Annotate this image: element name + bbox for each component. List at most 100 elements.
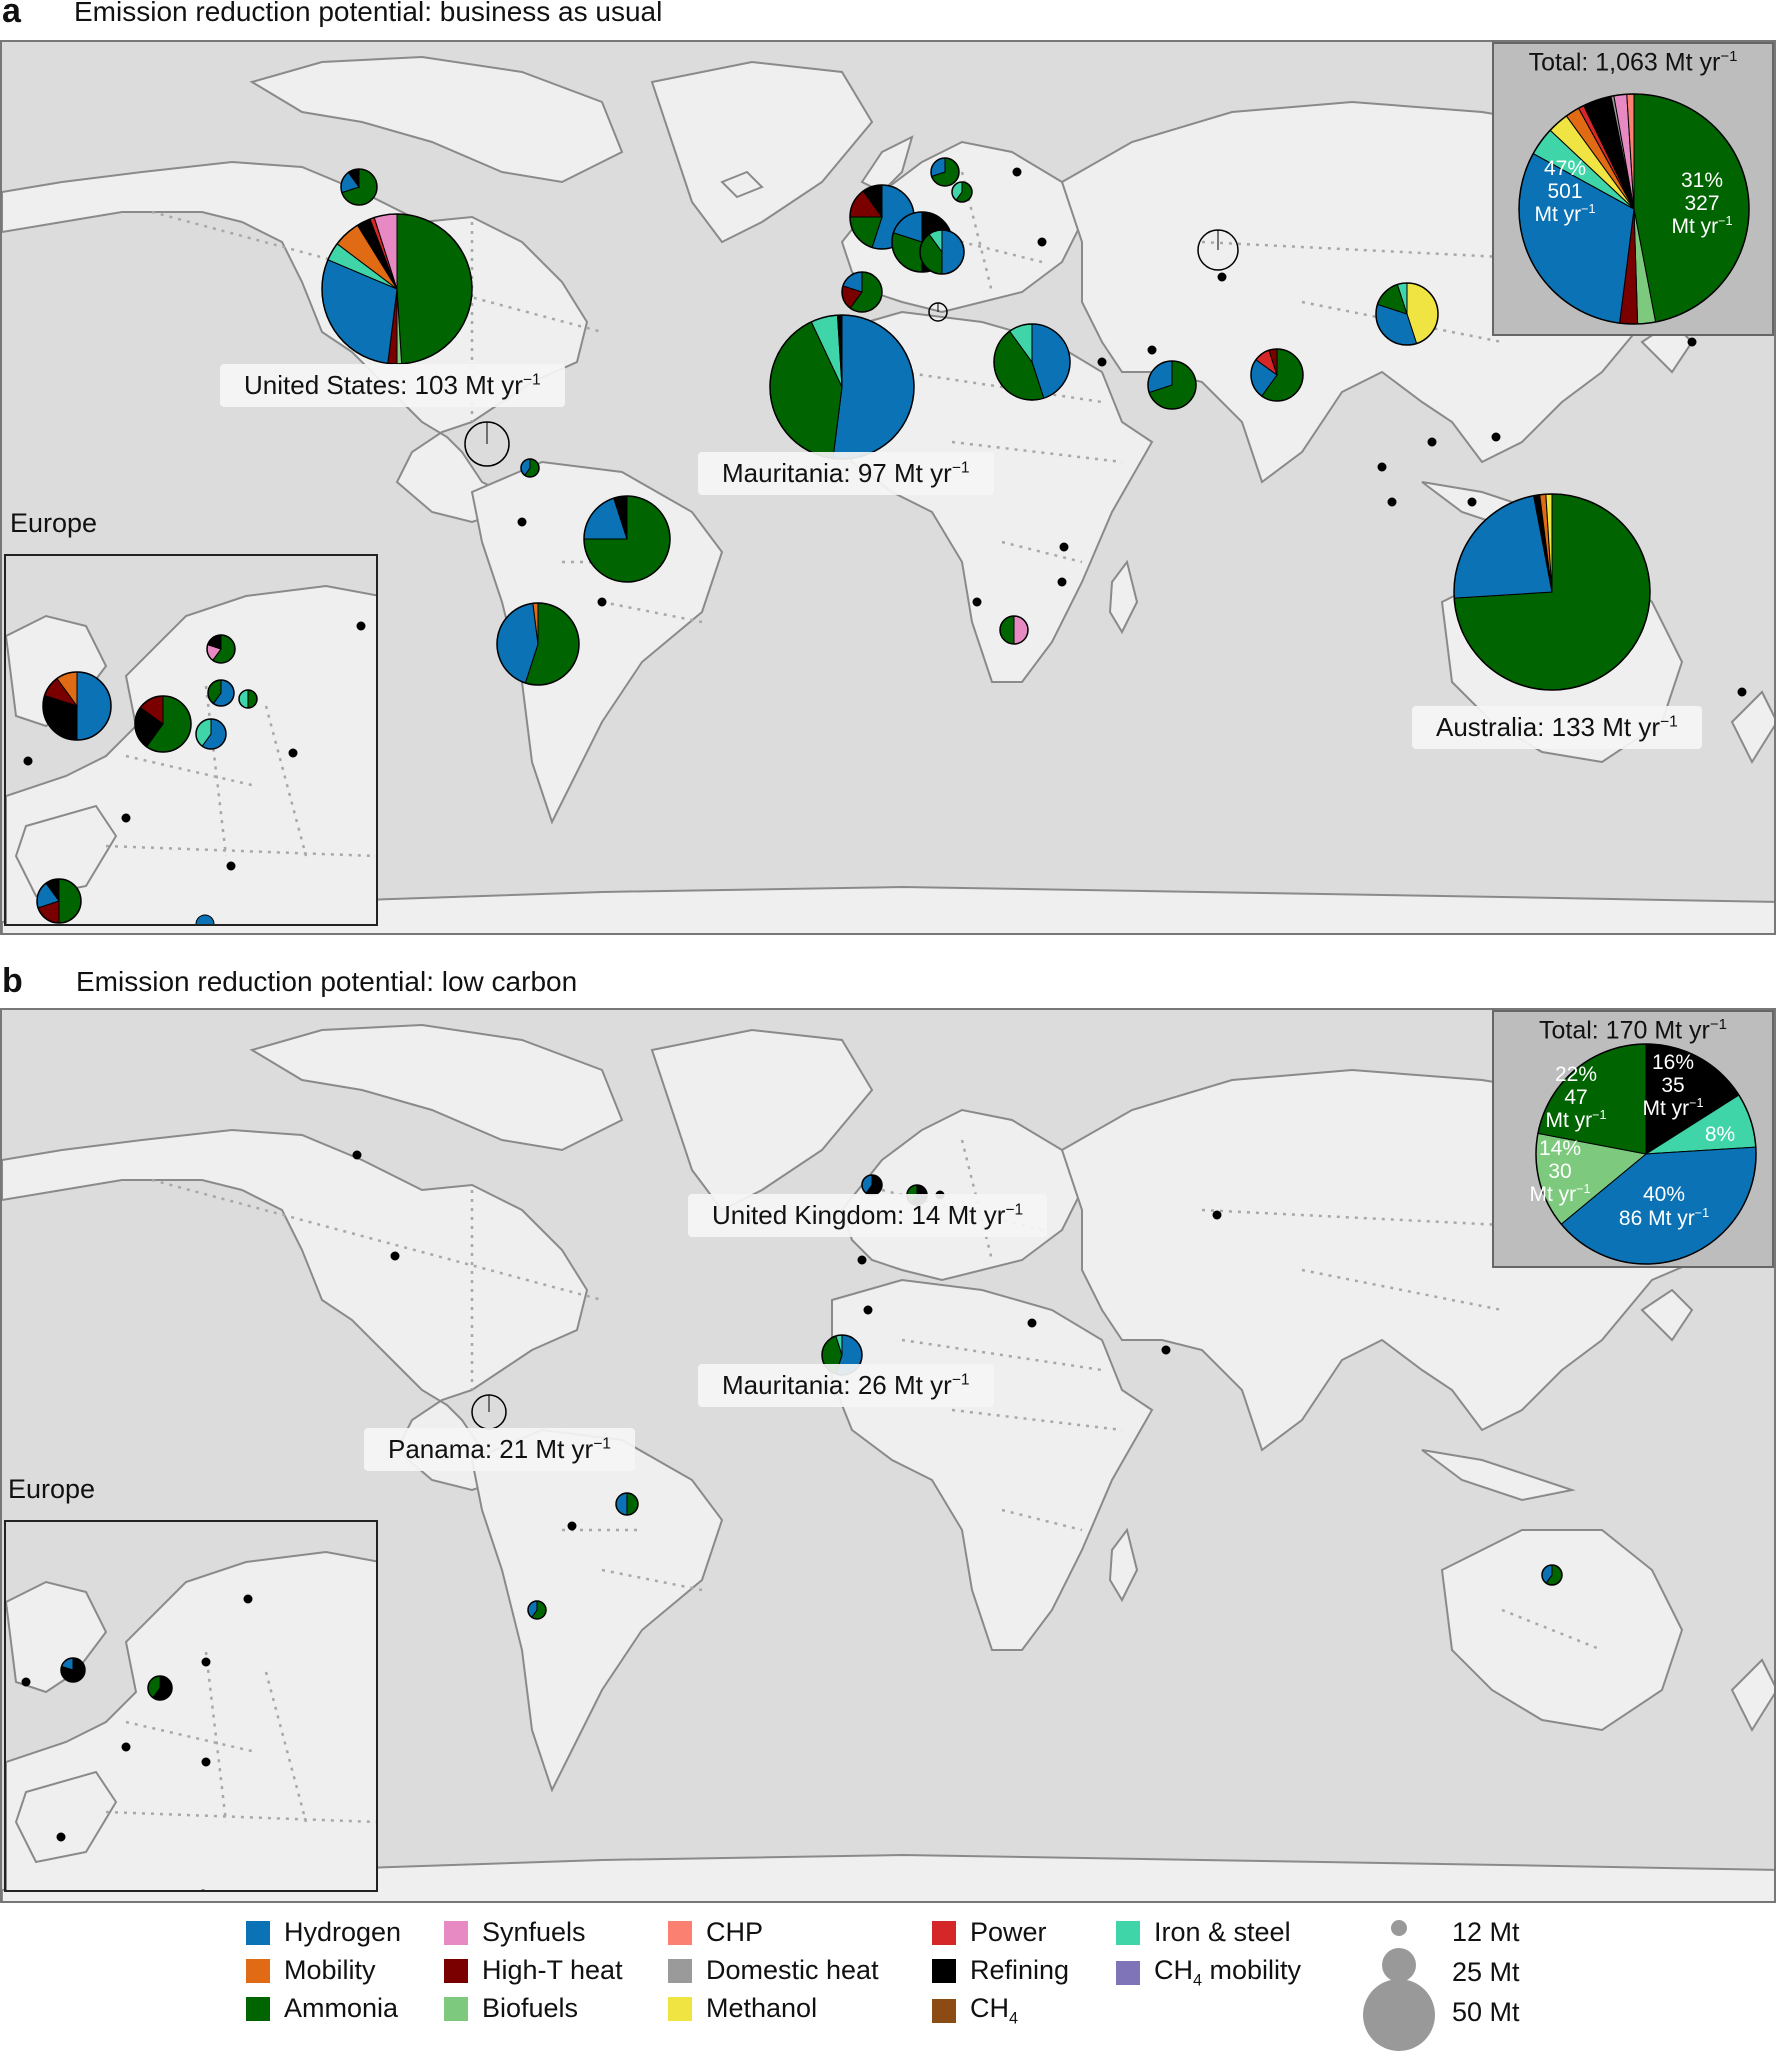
legend-swatch [932, 1998, 956, 2023]
pie-a-4-outline [930, 157, 960, 187]
inset-a-dot-1 [121, 813, 131, 823]
legend-label: High-T heat [482, 1955, 623, 1985]
total-a-ammonia-label: 47% 501 Mt yr−1 [1534, 157, 1596, 227]
legend-size-label-12: 12 Mt [1452, 1917, 1520, 1947]
inset-b-dot-5 [56, 1832, 66, 1842]
dot-a-13 [1059, 542, 1069, 552]
legend-label: CH4 [970, 1993, 1019, 2028]
legend-label: Methanol [706, 1993, 818, 2023]
pie-a-0-outline [340, 168, 378, 206]
total-title-a: Total: 1,063 Mt yr−1 [1528, 48, 1738, 77]
dot-a-4 [1147, 345, 1157, 355]
total-b-hydrogen-label: 40% 86 Mt yr−1 [1618, 1183, 1710, 1230]
legend-label: Power [970, 1917, 1047, 1947]
legend-swatch [246, 1958, 270, 1983]
legend-item-hydrogen: Hydrogen [246, 1917, 401, 1948]
legend-size-label-50: 50 Mt [1452, 1997, 1520, 2027]
pie-a-16-outline [496, 602, 580, 686]
inset-a-pl-outline [195, 718, 227, 750]
legend-label: Hydrogen [284, 1917, 402, 1947]
legend-label: Synfuels [482, 1917, 586, 1947]
pie-a-8-outline [993, 323, 1071, 401]
europe-inset-map-a [6, 584, 376, 924]
legend-swatch [932, 1958, 956, 1983]
pie-a-17-outline [999, 615, 1029, 645]
legend-swatch [246, 1996, 270, 2021]
legend-label: Iron & steel [1154, 1917, 1291, 1947]
total-pie-b-outline [1535, 1043, 1757, 1265]
pie-b-chile-outline [527, 1600, 547, 1620]
inset-a-nl-outline [134, 695, 192, 753]
dot-a-1 [1037, 237, 1047, 247]
total-pie-a [1518, 93, 1750, 325]
legend-item-power: Power [932, 1917, 1047, 1948]
legend-size-circle-50 [1363, 1979, 1435, 2051]
europe-inset-a [4, 554, 378, 926]
inset-a-dot-2 [226, 861, 236, 871]
dot-b-0 [352, 1150, 362, 1160]
dot-a-0 [1012, 167, 1022, 177]
dot-b-4 [1161, 1345, 1171, 1355]
legend-swatch [1116, 1960, 1140, 1985]
legend-swatch [1116, 1920, 1140, 1945]
pie-a-12-outline [1375, 282, 1439, 346]
legend-item-domestic-heat: Domestic heat [668, 1955, 879, 1986]
legend-item-refining: Refining [932, 1955, 1069, 1986]
callout-united-kingdom: United Kingdom: 14 Mt yr−1 [688, 1194, 1048, 1237]
pie-a-13-outline [464, 421, 510, 467]
legend: Hydrogen Mobility Ammonia Synfuels High-T he… [0, 1905, 1776, 2065]
total-title-b: Total: 170 Mt yr−1 [1538, 1016, 1727, 1045]
dot-a-10 [517, 517, 527, 527]
legend-item-ch4-mobility: CH4 mobility [1116, 1955, 1301, 1990]
inset-b-dot-6 [200, 1889, 206, 1890]
panel-b-title: Emission reduction potential: low carbon [76, 966, 578, 997]
legend-swatch [932, 1920, 956, 1945]
legend-swatch [444, 1996, 468, 2021]
dot-a-14 [972, 597, 982, 607]
pie-a-10-outline [1250, 348, 1304, 402]
inset-a-uk-slice-hydrogen [76, 671, 112, 741]
inset-a-dot-3 [356, 621, 366, 631]
dot-a-2 [1097, 357, 1107, 367]
panel-a-letter: a [2, 0, 21, 30]
inset-a-no-outline [206, 634, 236, 664]
legend-label: Biofuels [482, 1993, 579, 2023]
inset-b-dot-4 [121, 1742, 131, 1752]
legend-item-ammonia: Ammonia [246, 1993, 398, 2024]
pie-a-3-outline [919, 229, 965, 275]
callout-united-states: United States: 103 Mt yr−1 [220, 364, 565, 407]
dot-b-3 [1212, 1210, 1222, 1220]
legend-label: Ammonia [284, 1993, 399, 2023]
pie-b-australia-outline [1541, 1564, 1563, 1586]
callout-mauritania-b: Mauritania: 26 Mt yr−1 [698, 1364, 994, 1407]
inset-a-uk-outline [42, 671, 112, 741]
inset-b-dot-2 [21, 1677, 31, 1687]
inset-a-dot-0 [23, 756, 33, 766]
inset-a-dz [195, 914, 215, 924]
europe-inset-b [4, 1520, 378, 1892]
total-b-ammonia-label: 22% 47 Mt yr−1 [1545, 1063, 1607, 1133]
inset-a-de-outline [207, 679, 235, 707]
legend-item-ch4: CH4 [932, 1993, 1018, 2028]
legend-label: Domestic heat [706, 1955, 879, 1985]
inset-a-se-outline [238, 689, 258, 709]
pie-a-11-outline [1197, 229, 1239, 271]
legend-size-circle-12 [1391, 1920, 1407, 1936]
callout-australia: Australia: 133 Mt yr−1 [1412, 706, 1702, 749]
legend-swatch [444, 1920, 468, 1945]
dot-a-9 [1387, 497, 1397, 507]
map-business-as-usual: United States: 103 Mt yr−1 Mauritania: 9… [0, 40, 1776, 935]
europe-inset-label-b: Europe [8, 1474, 96, 1504]
europe-inset-label-a: Europe [10, 508, 98, 538]
legend-item-methanol: Methanol [668, 1993, 817, 2024]
pie-a-6-outline [841, 271, 883, 313]
europe-inset-map-b [6, 1550, 376, 1890]
inset-b-dot-0 [201, 1657, 211, 1667]
legend-swatch [668, 1958, 692, 1983]
dot-b-6 [857, 1255, 867, 1265]
dot-a-16 [1687, 337, 1697, 347]
callout-mauritania-a: Mauritania: 97 Mt yr−1 [698, 452, 994, 495]
legend-item-mobility: Mobility [246, 1955, 376, 1986]
legend-item-biofuels: Biofuels [444, 1993, 578, 2024]
legend-label: Refining [970, 1955, 1070, 1985]
